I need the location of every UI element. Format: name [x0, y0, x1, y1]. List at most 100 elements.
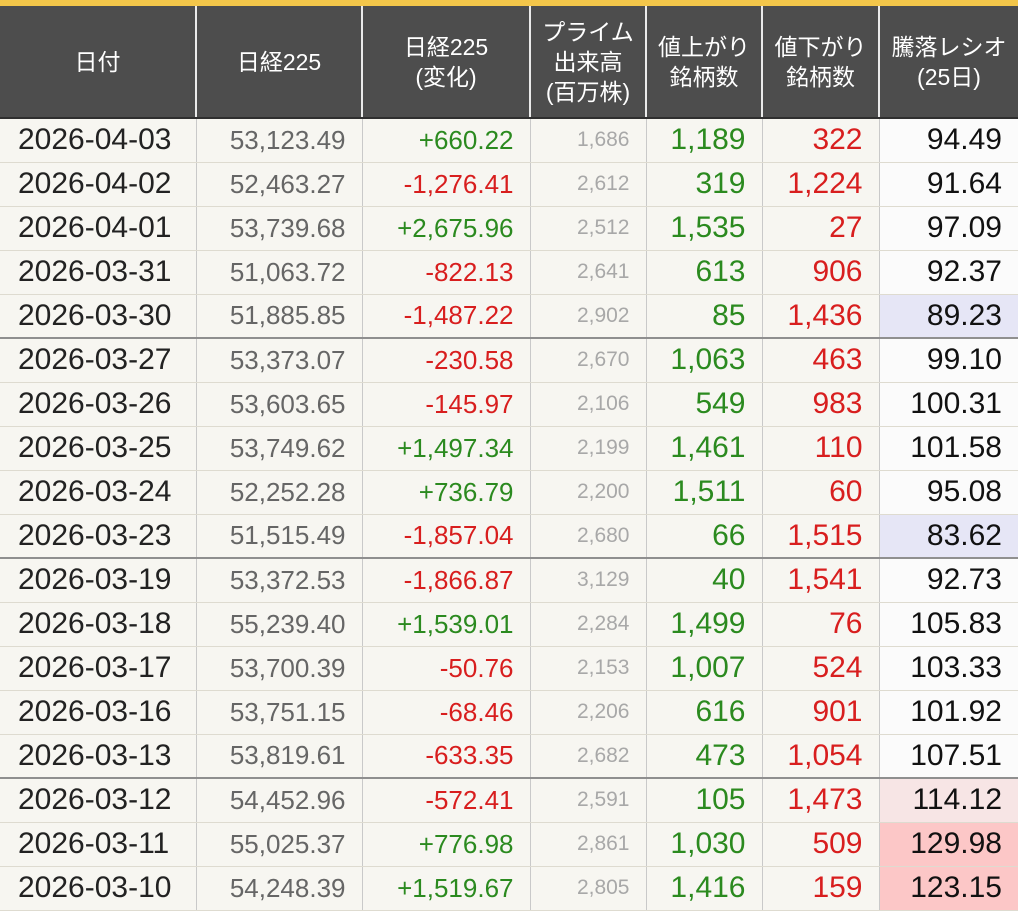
ratio-cell: 114.12 — [878, 778, 1018, 823]
date-cell: 2026-03-18 — [0, 602, 196, 647]
declines-cell: 27 — [761, 206, 879, 251]
header-volume-line1: プライム — [542, 18, 634, 45]
ratio-cell: 107.51 — [878, 734, 1018, 779]
change-cell: +2,675.96 — [361, 206, 530, 251]
change-cell: +736.79 — [361, 470, 530, 515]
table-row[interactable]: 2026-03-23 51,515.49 -1,857.04 2,680 66 1,515… — [0, 514, 1018, 559]
ratio-cell: 101.58 — [878, 426, 1018, 471]
header-declines-line1: 値下がり — [774, 33, 867, 60]
header-nikkei-label: 日経225 — [236, 48, 322, 75]
declines-cell: 524 — [761, 646, 879, 691]
declines-cell: 1,224 — [761, 162, 879, 207]
nikkei-cell: 53,123.49 — [195, 118, 362, 163]
declines-cell: 1,436 — [761, 294, 879, 339]
header-ratio-line1: 騰落レシオ — [891, 33, 1007, 60]
declines-cell: 901 — [761, 690, 879, 735]
table-row[interactable]: 2026-03-16 53,751.15 -68.46 2,206 616 901 101.… — [0, 690, 1018, 735]
header-nikkei[interactable]: 日経225 — [195, 6, 362, 119]
advances-cell: 473 — [645, 734, 762, 779]
ratio-cell: 92.37 — [878, 250, 1018, 295]
declines-cell: 60 — [761, 470, 879, 515]
declines-cell: 463 — [761, 338, 879, 383]
header-row: 日付 日経225 日経225 (変化) プライム 出来高 (百万株) 値上がり … — [0, 6, 1018, 119]
change-cell: -230.58 — [361, 338, 530, 383]
table-row[interactable]: 2026-04-02 52,463.27 -1,276.41 2,612 319 1,22… — [0, 162, 1018, 207]
header-advances[interactable]: 値上がり 銘柄数 — [645, 6, 762, 119]
table-row[interactable]: 2026-03-19 53,372.53 -1,866.87 3,129 40 1,541… — [0, 558, 1018, 603]
nikkei-cell: 53,603.65 — [195, 382, 362, 427]
table-row[interactable]: 2026-03-26 53,603.65 -145.97 2,106 549 983 100… — [0, 382, 1018, 427]
volume-cell: 2,106 — [529, 382, 646, 427]
declines-cell: 110 — [761, 426, 879, 471]
header-date-label: 日付 — [74, 48, 121, 75]
change-cell: +776.98 — [361, 822, 530, 867]
date-cell: 2026-03-31 — [0, 250, 196, 295]
change-cell: -633.35 — [361, 734, 530, 779]
ratio-cell: 95.08 — [878, 470, 1018, 515]
ratio-cell: 97.09 — [878, 206, 1018, 251]
table-row[interactable]: 2026-03-18 55,239.40 +1,539.01 2,284 1,499 76… — [0, 602, 1018, 647]
advances-cell: 1,535 — [645, 206, 762, 251]
date-cell: 2026-03-13 — [0, 734, 196, 779]
market-breadth-table: 日付 日経225 日経225 (変化) プライム 出来高 (百万株) 値上がり … — [0, 6, 1018, 911]
header-ratio-line2: (25日) — [917, 63, 981, 90]
table-row[interactable]: 2026-03-25 53,749.62 +1,497.34 2,199 1,461 11… — [0, 426, 1018, 471]
volume-cell: 2,861 — [529, 822, 646, 867]
declines-cell: 76 — [761, 602, 879, 647]
header-ratio[interactable]: 騰落レシオ (25日) — [878, 6, 1018, 119]
header-volume[interactable]: プライム 出来高 (百万株) — [529, 6, 646, 119]
table-row[interactable]: 2026-03-10 54,248.39 +1,519.67 2,805 1,416 15… — [0, 866, 1018, 911]
ratio-cell: 83.62 — [878, 514, 1018, 559]
change-cell: -145.97 — [361, 382, 530, 427]
table-row[interactable]: 2026-03-27 53,373.07 -230.58 2,670 1,063 463 9… — [0, 338, 1018, 383]
advances-cell: 319 — [645, 162, 762, 207]
table-row[interactable]: 2026-04-01 53,739.68 +2,675.96 2,512 1,535 27… — [0, 206, 1018, 251]
table-row[interactable]: 2026-03-13 53,819.61 -633.35 2,682 473 1,054 1… — [0, 734, 1018, 779]
change-cell: +1,519.67 — [361, 866, 530, 911]
nikkei-cell: 52,463.27 — [195, 162, 362, 207]
volume-cell: 1,686 — [529, 118, 646, 163]
ratio-cell: 105.83 — [878, 602, 1018, 647]
header-date[interactable]: 日付 — [0, 6, 196, 119]
change-cell: -1,866.87 — [361, 558, 530, 603]
table-row[interactable]: 2026-03-24 52,252.28 +736.79 2,200 1,511 60 95… — [0, 470, 1018, 515]
advances-cell: 1,030 — [645, 822, 762, 867]
change-cell: -822.13 — [361, 250, 530, 295]
header-volume-line2: 出来高 — [553, 48, 623, 75]
volume-cell: 2,612 — [529, 162, 646, 207]
change-cell: -68.46 — [361, 690, 530, 735]
advances-cell: 549 — [645, 382, 762, 427]
advances-cell: 616 — [645, 690, 762, 735]
table-row[interactable]: 2026-03-31 51,063.72 -822.13 2,641 613 906 92.… — [0, 250, 1018, 295]
nikkei-cell: 53,749.62 — [195, 426, 362, 471]
change-cell: +660.22 — [361, 118, 530, 163]
table-body: 2026-04-03 53,123.49 +660.22 1,686 1,189 322 9… — [0, 118, 1018, 911]
declines-cell: 159 — [761, 866, 879, 911]
declines-cell: 1,541 — [761, 558, 879, 603]
header-advances-line2: 銘柄数 — [669, 63, 739, 90]
date-cell: 2026-03-10 — [0, 866, 196, 911]
change-cell: -1,487.22 — [361, 294, 530, 339]
table-row[interactable]: 2026-03-11 55,025.37 +776.98 2,861 1,030 509 1… — [0, 822, 1018, 867]
change-cell: -50.76 — [361, 646, 530, 691]
table-row[interactable]: 2026-03-12 54,452.96 -572.41 2,591 105 1,473 1… — [0, 778, 1018, 823]
volume-cell: 2,805 — [529, 866, 646, 911]
table-row[interactable]: 2026-03-17 53,700.39 -50.76 2,153 1,007 524 10… — [0, 646, 1018, 691]
date-cell: 2026-03-19 — [0, 558, 196, 603]
header-change[interactable]: 日経225 (変化) — [361, 6, 530, 119]
header-declines[interactable]: 値下がり 銘柄数 — [761, 6, 879, 119]
nikkei-cell: 55,025.37 — [195, 822, 362, 867]
advances-cell: 1,461 — [645, 426, 762, 471]
date-cell: 2026-03-17 — [0, 646, 196, 691]
declines-cell: 906 — [761, 250, 879, 295]
change-cell: -572.41 — [361, 778, 530, 823]
advances-cell: 1,416 — [645, 866, 762, 911]
change-cell: +1,497.34 — [361, 426, 530, 471]
table-row[interactable]: 2026-03-30 51,885.85 -1,487.22 2,902 85 1,436… — [0, 294, 1018, 339]
declines-cell: 1,515 — [761, 514, 879, 559]
nikkei-cell: 53,739.68 — [195, 206, 362, 251]
table-row[interactable]: 2026-04-03 53,123.49 +660.22 1,686 1,189 322 9… — [0, 118, 1018, 163]
advances-cell: 40 — [645, 558, 762, 603]
volume-cell: 2,902 — [529, 294, 646, 339]
declines-cell: 1,473 — [761, 778, 879, 823]
